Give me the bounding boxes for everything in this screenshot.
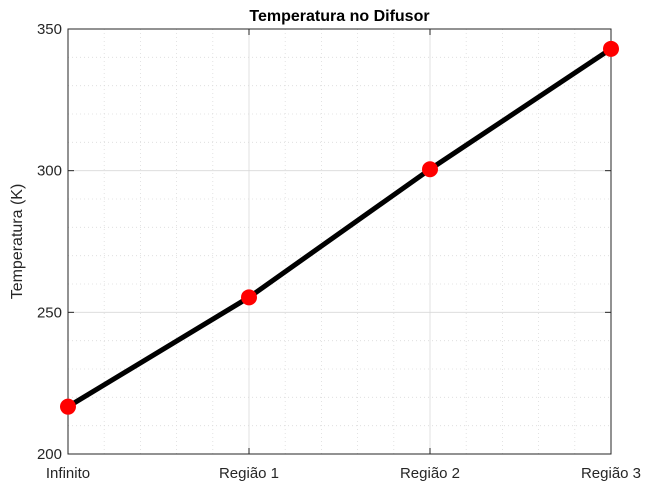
chart-title: Temperatura no Difusor <box>249 8 429 25</box>
y-tick-label: 350 <box>37 21 62 38</box>
x-tick-label: Infinito <box>46 465 90 482</box>
data-point <box>423 162 437 176</box>
y-tick-label: 200 <box>37 446 62 463</box>
x-tick-label: Região 2 <box>400 465 460 482</box>
y-tick-label: 300 <box>37 163 62 180</box>
x-tick-label: Região 1 <box>219 465 279 482</box>
data-point <box>61 400 75 414</box>
data-point <box>604 42 618 56</box>
y-axis-label: Temperatura (K) <box>9 184 26 300</box>
y-tick-label: 250 <box>37 304 62 321</box>
plot-area <box>68 29 611 454</box>
x-tick-label: Região 3 <box>581 465 641 482</box>
data-point <box>242 290 256 304</box>
